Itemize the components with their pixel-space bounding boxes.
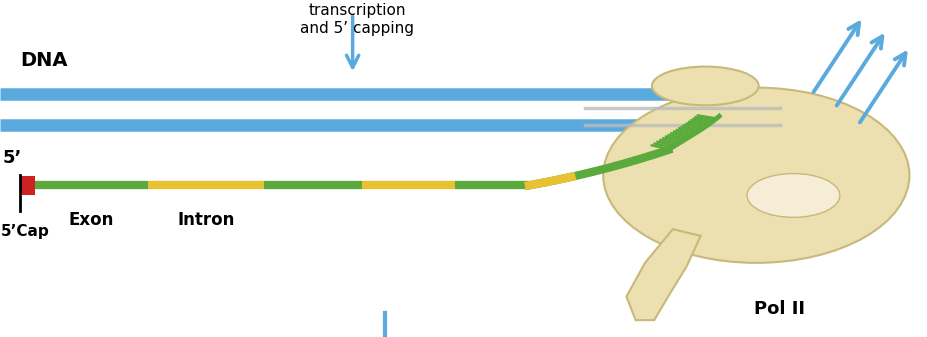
Text: 5’: 5’ [3, 149, 22, 167]
Text: transcription
and 5’ capping: transcription and 5’ capping [300, 3, 413, 36]
Text: Exon: Exon [69, 211, 113, 228]
Text: Pol II: Pol II [754, 301, 804, 318]
Ellipse shape [746, 174, 839, 217]
Ellipse shape [603, 88, 908, 263]
Ellipse shape [651, 67, 758, 105]
Text: DNA: DNA [20, 51, 68, 70]
FancyBboxPatch shape [20, 176, 35, 195]
Polygon shape [626, 229, 700, 320]
Text: Intron: Intron [177, 211, 235, 228]
Text: 5’Cap: 5’Cap [1, 224, 50, 239]
